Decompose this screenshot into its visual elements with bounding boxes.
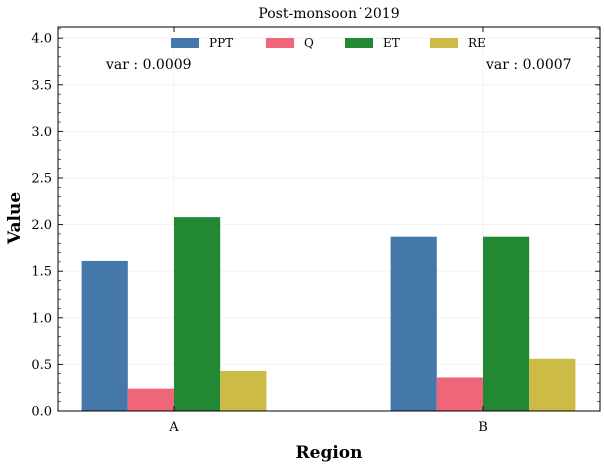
variance-annotation-b: var : 0.0007 — [485, 57, 572, 73]
legend-label-q: Q — [304, 36, 314, 50]
legend-swatch-ppt — [171, 38, 199, 48]
x-axis-label: Region — [296, 443, 363, 463]
bar-re-a — [220, 370, 267, 411]
y-tick-label: 3.5 — [31, 78, 52, 93]
y-tick-label: 3.0 — [31, 125, 52, 140]
bar-ppt-b — [390, 236, 437, 411]
bar-et-b — [483, 236, 530, 411]
y-tick-label: 0.5 — [31, 358, 52, 373]
legend-label-ppt: PPT — [209, 36, 233, 50]
variance-annotation-a: var : 0.0009 — [105, 57, 192, 73]
legend-swatch-et — [345, 38, 373, 48]
legend-label-re: RE — [468, 36, 486, 50]
y-tick-label: 0.0 — [31, 405, 52, 420]
y-tick-label: 1.0 — [31, 311, 52, 326]
legend-swatch-re — [430, 38, 458, 48]
plot-area: 0.0 0.5 1.0 1.5 2.0 2.5 3.0 3.5 4.0 A B — [31, 26, 601, 435]
legend: PPT Q ET RE — [171, 36, 486, 50]
x-tick-label: B — [478, 420, 488, 435]
y-tick-label: 2.0 — [31, 218, 52, 233]
bar-ppt-a — [81, 260, 128, 411]
chart-title: Post-monsoon˙2019 — [258, 6, 399, 22]
legend-swatch-q — [266, 38, 294, 48]
bar-et-a — [174, 217, 221, 411]
y-axis-label: Value — [5, 192, 25, 245]
legend-label-et: ET — [383, 36, 400, 50]
bar-re-b — [529, 358, 576, 411]
y-tick-label: 4.0 — [31, 32, 52, 47]
bar-q-a — [127, 388, 174, 411]
y-tick-label: 2.5 — [31, 171, 52, 186]
y-tick-label: 1.5 — [31, 265, 52, 280]
axes-frame — [57, 26, 601, 412]
x-tick-label: A — [168, 420, 179, 435]
bar-q-b — [436, 377, 483, 411]
